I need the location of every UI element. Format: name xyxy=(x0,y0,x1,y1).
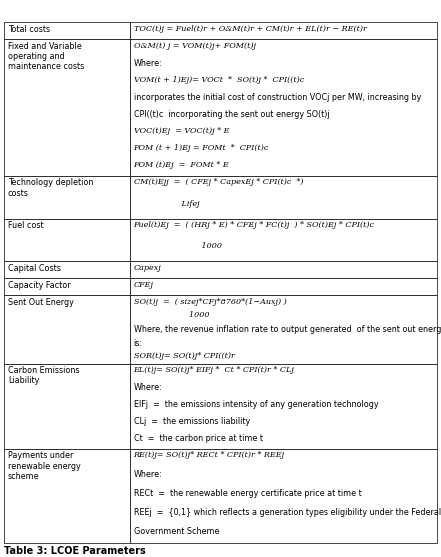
Text: VOC(t)Ej  = VOC(t)j * E: VOC(t)Ej = VOC(t)j * E xyxy=(134,127,229,135)
Bar xyxy=(130,449,437,543)
Text: CPI((t)c  incorporating the sent out energy SO(t)j: CPI((t)c incorporating the sent out ener… xyxy=(134,110,329,119)
Text: O&M(t) j = VOM(t)j+ FOM(t)j: O&M(t) j = VOM(t)j+ FOM(t)j xyxy=(134,42,256,50)
Text: Lifej: Lifej xyxy=(134,199,199,208)
Text: Total costs: Total costs xyxy=(8,25,50,33)
Text: CLj  =  the emissions liability: CLj = the emissions liability xyxy=(134,417,250,426)
Bar xyxy=(130,22,437,40)
Bar xyxy=(4,295,130,364)
Bar xyxy=(130,278,437,295)
Text: Capital Costs: Capital Costs xyxy=(8,263,61,272)
Text: incorporates the initial cost of construction VOCj per MW, increasing by: incorporates the initial cost of constru… xyxy=(134,93,421,102)
Bar xyxy=(130,176,437,219)
Text: Fixed and Variable
operating and
maintenance costs: Fixed and Variable operating and mainten… xyxy=(8,42,84,71)
Bar xyxy=(4,364,130,449)
Bar xyxy=(130,364,437,449)
Text: FOM (t)Ej  =  FOMt * E: FOM (t)Ej = FOMt * E xyxy=(134,161,229,169)
Text: TOC(t)j = Fuel(t)r + O&M(t)r + CM(t)r + EL(t)r − RE(t)r: TOC(t)j = Fuel(t)r + O&M(t)r + CM(t)r + … xyxy=(134,25,366,32)
Bar xyxy=(4,176,130,219)
Text: VOM(t + 1)Ej)= VOCt  *  SO(t)j *  CPI((t)c: VOM(t + 1)Ej)= VOCt * SO(t)j * CPI((t)c xyxy=(134,76,304,84)
Text: Ct  =  the carbon price at time t: Ct = the carbon price at time t xyxy=(134,434,263,443)
Bar xyxy=(130,40,437,176)
Text: CFEj: CFEj xyxy=(134,281,153,289)
Text: Carbon Emissions
Liability: Carbon Emissions Liability xyxy=(8,366,79,385)
Bar xyxy=(4,22,130,40)
Text: EIFj  =  the emissions intensity of any generation technology: EIFj = the emissions intensity of any ge… xyxy=(134,400,378,409)
Text: 1000: 1000 xyxy=(134,311,209,319)
Text: SOR(t)j= SO(t)j* CPI((t)r: SOR(t)j= SO(t)j* CPI((t)r xyxy=(134,353,235,360)
Text: Sent Out Energy: Sent Out Energy xyxy=(8,297,74,307)
Text: Government Scheme: Government Scheme xyxy=(134,526,219,535)
Bar xyxy=(4,449,130,543)
Text: Fuel(t)Ej  =  ( (HRj * E) * CFEj * FC(t)j  ) * SO(t)Ej * CPI(t)c: Fuel(t)Ej = ( (HRj * E) * CFEj * FC(t)j … xyxy=(134,221,374,229)
Text: Technology depletion
costs: Technology depletion costs xyxy=(8,178,93,198)
Bar xyxy=(130,295,437,364)
Text: RECt  =  the renewable energy certificate price at time t: RECt = the renewable energy certificate … xyxy=(134,489,361,498)
Bar xyxy=(4,40,130,176)
Text: SO(t)j  =  ( sizej*CFj*8760*(1−Auxj) ): SO(t)j = ( sizej*CFj*8760*(1−Auxj) ) xyxy=(134,297,286,306)
Text: Where, the revenue inflation rate to output generated  of the sent out energy: Where, the revenue inflation rate to out… xyxy=(134,325,441,334)
Text: CM(t)Ejj  =  ( CFEj * CapexEj * CPI(t)c  *): CM(t)Ejj = ( CFEj * CapexEj * CPI(t)c *) xyxy=(134,178,303,186)
Text: Payments under
renewable energy
scheme: Payments under renewable energy scheme xyxy=(8,451,81,481)
Text: EL(t)j= SO(t)j* EIFj *  Ct * CPI(t)r * CLj: EL(t)j= SO(t)j* EIFj * Ct * CPI(t)r * CL… xyxy=(134,366,295,374)
Text: Capexj: Capexj xyxy=(134,263,161,272)
Text: is:: is: xyxy=(134,339,142,348)
Text: Where:: Where: xyxy=(134,58,162,67)
Text: Capacity Factor: Capacity Factor xyxy=(8,281,71,290)
Text: Where:: Where: xyxy=(134,470,162,479)
Bar xyxy=(130,261,437,278)
Text: FOM (t + 1)Ej = FOMt  *  CPI(t)c: FOM (t + 1)Ej = FOMt * CPI(t)c xyxy=(134,144,269,152)
Bar xyxy=(130,219,437,261)
Bar xyxy=(4,219,130,261)
Text: RE(t)j= SO(t)j* RECt * CPI(t)r * REEj: RE(t)j= SO(t)j* RECt * CPI(t)r * REEj xyxy=(134,451,285,460)
Text: Table 3: LCOE Parameters: Table 3: LCOE Parameters xyxy=(4,546,146,556)
Bar xyxy=(4,261,130,278)
Text: REEj  =  {0,1} which reflects a generation types eligibility under the Federal: REEj = {0,1} which reflects a generation… xyxy=(134,508,441,517)
Text: Fuel cost: Fuel cost xyxy=(8,221,44,230)
Text: 1000: 1000 xyxy=(134,242,222,250)
Bar xyxy=(4,278,130,295)
Text: Where:: Where: xyxy=(134,383,162,392)
